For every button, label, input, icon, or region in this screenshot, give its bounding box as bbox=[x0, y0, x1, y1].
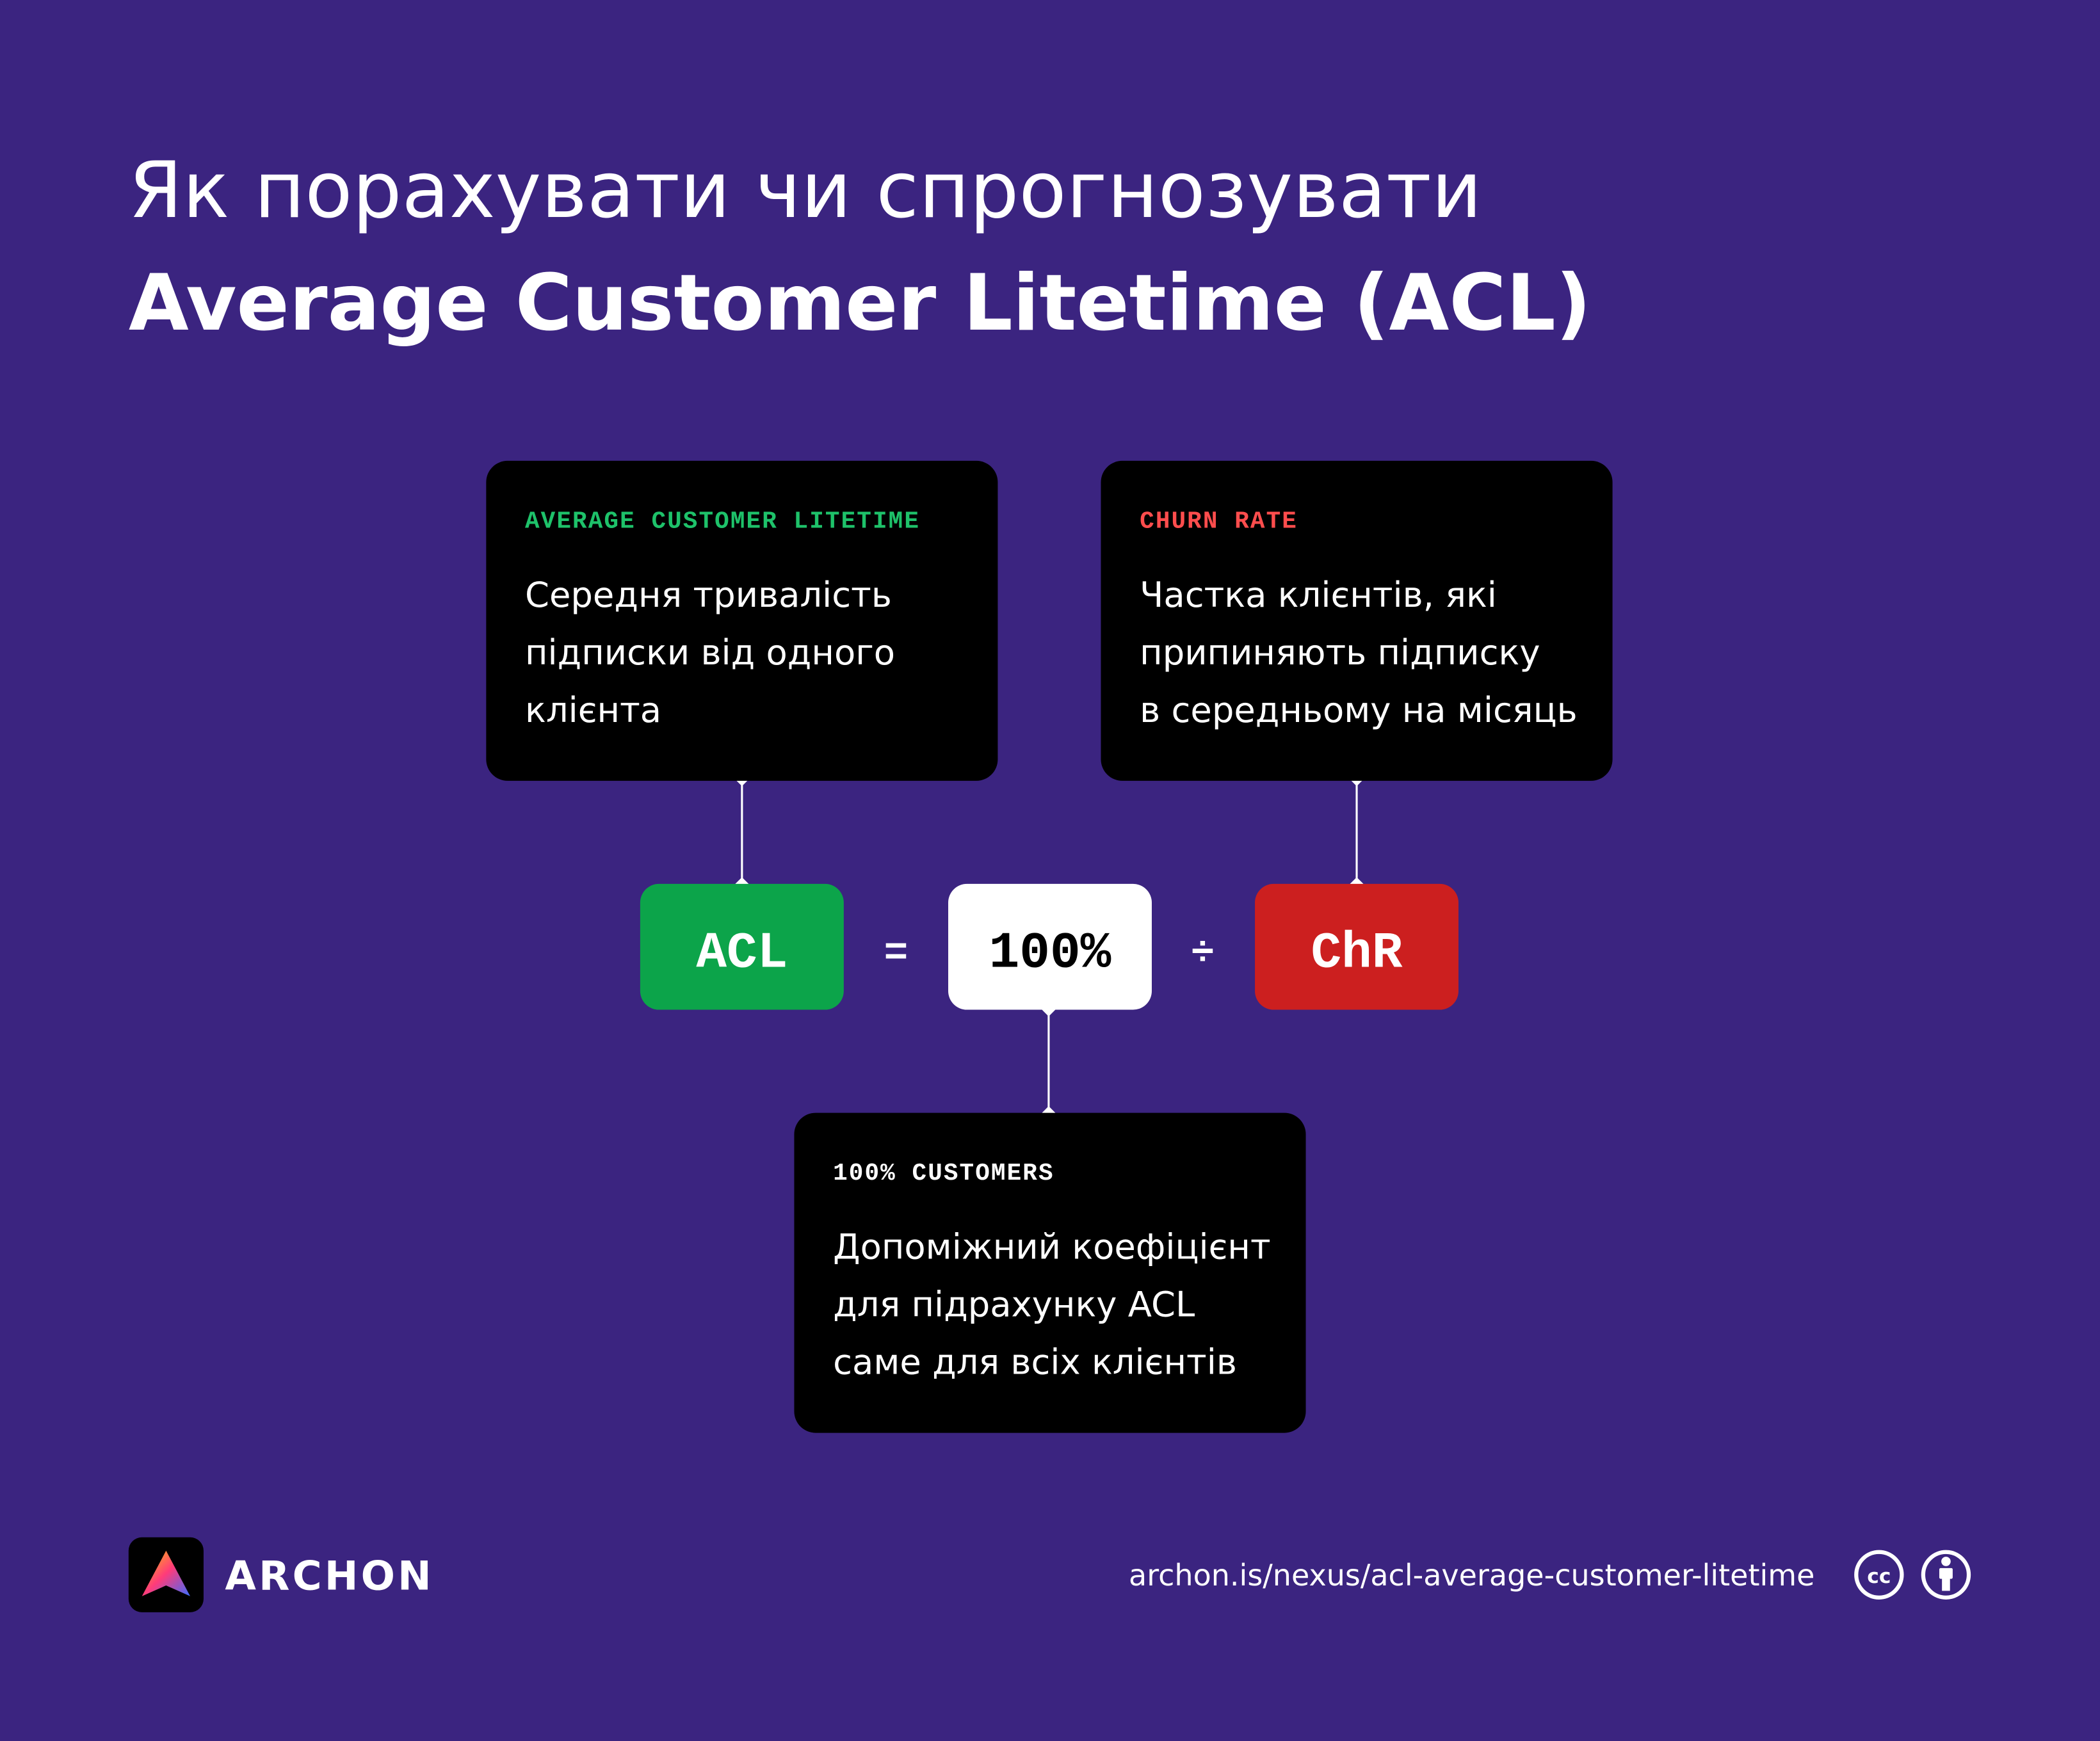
card-text: припиняють підписку bbox=[1140, 632, 1540, 673]
chr-box bbox=[1255, 883, 1459, 1010]
url: archon.is/nexus/acl-average-customer-lit… bbox=[1129, 1558, 1814, 1593]
card bbox=[486, 460, 998, 781]
card-text: саме для всіх клієнтів bbox=[833, 1342, 1237, 1383]
card-text: Середня тривалість bbox=[525, 575, 892, 615]
formula-operator: = bbox=[884, 931, 909, 976]
formula-term: 100% bbox=[989, 925, 1111, 983]
card-label: AVERAGE CUSTOMER LITETIME bbox=[525, 508, 920, 535]
by-icon bbox=[1921, 1550, 1971, 1600]
card bbox=[794, 1112, 1306, 1433]
title-line: Average Customer Litetime (ACL) bbox=[129, 257, 1591, 348]
connectors bbox=[735, 773, 1364, 1120]
card-text: для підрахунку ACL bbox=[833, 1285, 1195, 1325]
card-text: клієнта bbox=[525, 690, 661, 730]
title-line: Як порахувати чи спрогнозувати bbox=[129, 145, 1482, 236]
card-text: Допоміжний коефіцієнт bbox=[833, 1227, 1271, 1267]
cc-text: cc bbox=[1867, 1565, 1891, 1588]
card-text: Частка клієнтів, які bbox=[1140, 575, 1497, 615]
card-text: підписки від одного bbox=[525, 632, 895, 673]
card-label: 100% CUSTOMERS bbox=[833, 1160, 1054, 1187]
formula-operator: ÷ bbox=[1191, 931, 1215, 976]
formula-term: ChR bbox=[1311, 925, 1402, 983]
card-text: в середньому на місяць bbox=[1140, 690, 1578, 730]
acl-box bbox=[640, 883, 844, 1010]
formula-term: ACL bbox=[696, 925, 788, 983]
card bbox=[1101, 460, 1613, 781]
cards: AVERAGE CUSTOMER LITETIME Середня тривалі… bbox=[486, 460, 1613, 1433]
logo-mark bbox=[141, 1550, 191, 1596]
percent-box bbox=[948, 883, 1152, 1010]
cc-icon bbox=[1854, 1550, 1904, 1600]
card-label: CHURN RATE bbox=[1140, 508, 1298, 535]
brand: ARCHON bbox=[225, 1552, 433, 1599]
